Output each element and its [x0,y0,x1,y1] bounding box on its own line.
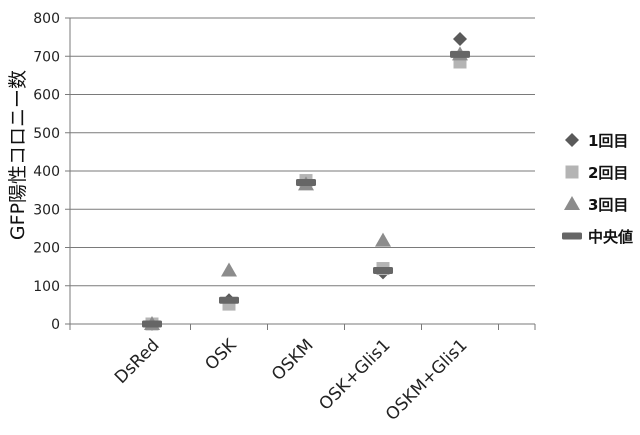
legend: 1回目 2回目 3回目中央値 [562,132,633,246]
y-tick-label: 100 [33,279,60,295]
data-point-triangle [221,262,237,276]
y-axis-label: GFP陽性コロニー数 [7,70,29,240]
data-point-dash [296,179,316,186]
data-point-diamond [453,32,467,46]
legend-marker-square [566,166,579,179]
legend-marker-diamond [565,133,579,147]
y-tick-label: 700 [33,49,60,65]
data-point-triangle [375,233,391,247]
legend-label: 1回目 [588,132,628,150]
data-point-dash [219,297,239,304]
x-category-labels: DsRed OSK OSKMOSK+Glis1OSKM+Glis1 [111,335,472,425]
x-category-label: OSK+Glis1 [315,335,394,414]
legend-label: 中央値 [588,228,633,246]
data-point-dash [142,321,162,328]
legend-marker-dash [562,233,582,240]
x-category-label: OSK [201,335,241,375]
y-tick-label: 500 [33,126,60,142]
x-category-label: OSKM+Glis1 [382,335,471,424]
legend-label: 3回目 [588,196,628,214]
y-tick-label: 300 [33,202,60,218]
y-tick-labels: 0 100 200 300 400 500 600 700 800 [33,11,60,333]
y-tick-label: 0 [51,317,60,333]
x-category-label: DsRed [111,335,164,388]
y-tick-label: 600 [33,88,60,104]
data-point-dash [450,51,470,58]
legend-label: 2回目 [588,164,628,182]
legend-marker-triangle [564,196,580,210]
y-tick-label: 800 [33,11,60,27]
y-tick-label: 400 [33,164,60,180]
y-tick-label: 200 [33,241,60,257]
data-point-dash [373,267,393,274]
x-category-label: OSKM [268,335,317,384]
